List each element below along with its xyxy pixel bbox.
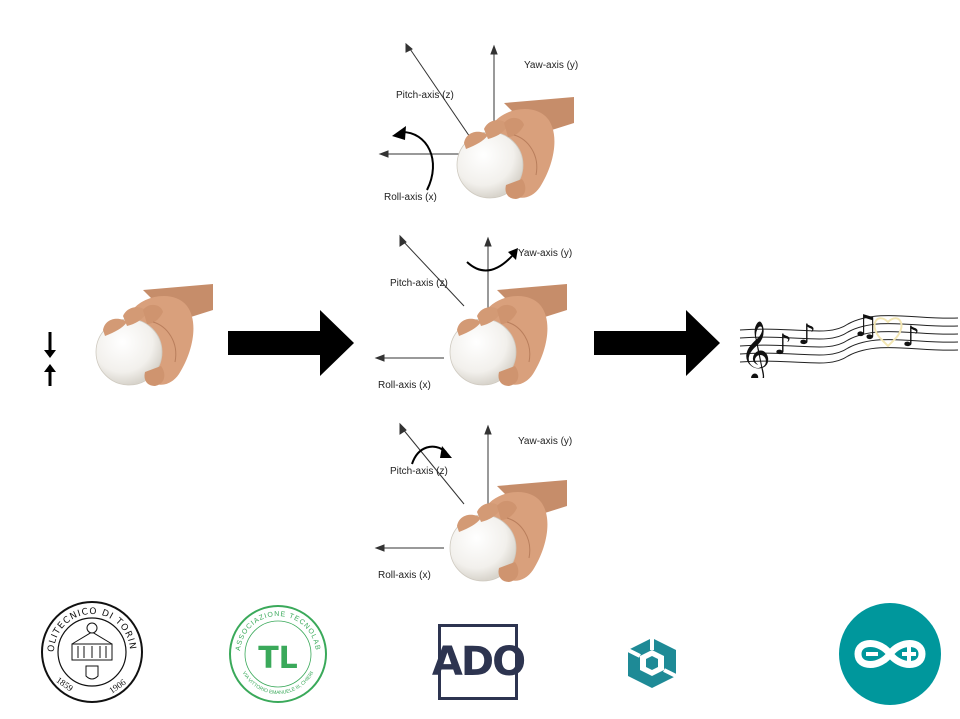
arduino-logo: [838, 602, 942, 706]
pitch-axis-label: Pitch-axis (z): [390, 278, 448, 289]
hand-ball-image: [95, 284, 213, 386]
staff-lines: [739, 315, 959, 364]
tecnolab-mark: TL: [258, 641, 298, 676]
pitch-axis-label: Pitch-axis (z): [390, 466, 448, 477]
ado-logo: ADO: [432, 624, 526, 700]
eighth-note-icon: ♪ ♪ ♫ ♪: [774, 309, 920, 361]
svg-text:♪: ♪: [902, 320, 920, 353]
hand-ball-image: [456, 97, 574, 199]
roll-rotation-arrow: [401, 131, 434, 191]
yaw-axis-label: Yaw-axis (y): [524, 60, 578, 71]
squeeze-panel: [38, 282, 213, 397]
yaw-axis-label: Yaw-axis (y): [518, 248, 572, 259]
autodesk-cube-logo: [626, 636, 678, 690]
axis-lines: [374, 422, 492, 552]
treble-clef-icon: 𝄞: [740, 321, 771, 378]
pitch-axis-label: Pitch-axis (z): [396, 90, 454, 101]
yaw-rotation-arrow: [466, 255, 513, 272]
flow-arrow-right-2: [594, 310, 722, 376]
roll-axis-label: Roll-axis (x): [384, 192, 437, 203]
hand-ball-image: [449, 284, 567, 386]
svg-text:♪: ♪: [774, 328, 792, 361]
squeeze-arrows: [44, 332, 56, 386]
panel-pitch: Yaw-axis (y) Pitch-axis (z) Roll-axis (x…: [372, 418, 582, 586]
roll-axis-label: Roll-axis (x): [378, 570, 431, 581]
yaw-rotation-arrowhead: [508, 248, 518, 260]
faint-heart-shape: [873, 317, 903, 348]
minus-icon: [866, 652, 878, 656]
axis-lines: [374, 234, 492, 362]
panel-yaw: Yaw-axis (y) Pitch-axis (z) Roll-axis (x…: [372, 232, 582, 397]
roll-axis-label: Roll-axis (x): [378, 380, 431, 391]
music-staff-image: 𝄞 ♪ ♪ ♫ ♪: [738, 298, 960, 383]
yaw-axis-label: Yaw-axis (y): [518, 436, 572, 447]
flow-arrow-right-1: [228, 310, 356, 376]
hand-ball-image: [449, 480, 567, 582]
roll-rotation-arrowhead: [392, 126, 406, 140]
ado-logo-text: ADO: [431, 639, 526, 685]
axis-lines: [378, 42, 498, 158]
tecnolab-logo: ASSOCIAZIONE TECNOLAB VIA VITTORIO EMANU…: [228, 604, 328, 704]
pitch-rotation-arrowhead: [440, 446, 452, 458]
panel-roll: Yaw-axis (y) Pitch-axis (z) Roll-axis (x…: [372, 40, 582, 210]
polito-logo: POLITECNICO DI TORINO 1859 1906: [36, 593, 144, 704]
svg-text:♪: ♪: [798, 318, 816, 351]
